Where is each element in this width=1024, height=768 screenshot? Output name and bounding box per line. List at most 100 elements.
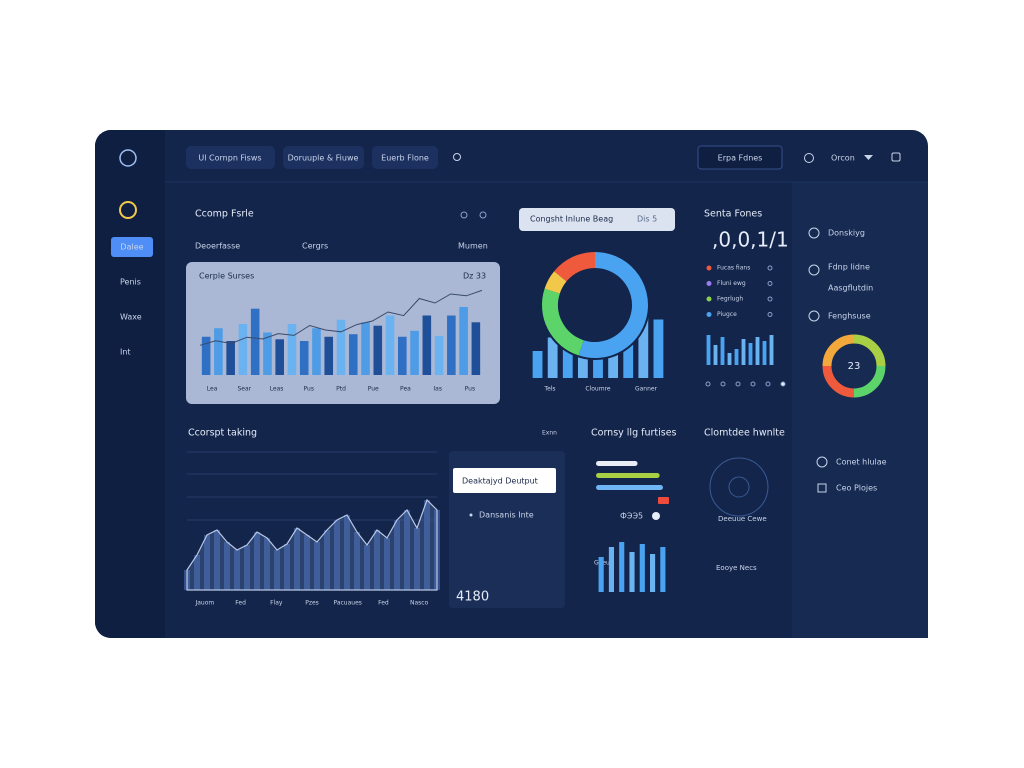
bar xyxy=(324,530,330,590)
bar xyxy=(459,307,468,375)
side-item[interactable]: Fdnp lidne xyxy=(828,263,870,272)
side-item[interactable]: Fenghsuse xyxy=(828,312,871,321)
axis-label: Lea xyxy=(207,386,218,393)
right-panel xyxy=(792,182,928,638)
filter[interactable]: Cergrs xyxy=(302,242,328,251)
axis-label: Leas xyxy=(270,386,284,393)
link[interactable]: Exnn xyxy=(542,430,557,437)
card-title: Clomtdee hwnlte xyxy=(704,428,785,439)
filter[interactable]: Deoerfasse xyxy=(195,242,240,251)
area xyxy=(186,498,438,591)
pager-dot xyxy=(780,381,786,387)
tab-label[interactable]: Doruuple & Fiuwe xyxy=(288,154,359,163)
bar xyxy=(373,325,383,375)
bar xyxy=(204,535,210,590)
feature-value: ФЭЭ5 xyxy=(620,512,643,521)
user[interactable]: Orcon xyxy=(831,154,855,163)
icon[interactable] xyxy=(479,211,487,219)
pager-dot xyxy=(750,381,756,387)
bar xyxy=(384,538,390,590)
bar xyxy=(748,343,753,365)
bar xyxy=(414,528,420,590)
tab[interactable] xyxy=(372,146,438,169)
bar xyxy=(304,535,310,590)
nav-item[interactable]: Penis xyxy=(120,278,141,287)
nav-active[interactable] xyxy=(111,237,153,257)
axis-label: Pue xyxy=(368,386,379,393)
output-button[interactable] xyxy=(453,468,556,493)
side-link[interactable]: Ceo Plojes xyxy=(836,484,877,493)
bar xyxy=(639,544,645,592)
bar xyxy=(623,322,634,378)
tab-label[interactable]: Euerb Flone xyxy=(381,154,429,163)
axis-label: Pea xyxy=(400,386,411,393)
axis-label: Sear xyxy=(238,386,252,393)
tab[interactable] xyxy=(283,146,364,169)
bar xyxy=(214,328,223,375)
icon[interactable] xyxy=(804,153,814,163)
bar xyxy=(706,335,711,365)
toggle[interactable] xyxy=(652,512,660,520)
bar xyxy=(471,322,481,375)
bar xyxy=(287,324,297,375)
icon[interactable] xyxy=(864,155,873,160)
output-button-label[interactable]: Deaktajyd Deutput xyxy=(462,477,538,486)
bar xyxy=(593,342,603,378)
donut-segment xyxy=(544,271,567,294)
bar xyxy=(720,337,725,365)
bar xyxy=(629,552,635,592)
nav-item[interactable]: Int xyxy=(120,348,131,357)
axis-label: Ganner xyxy=(635,386,658,393)
button[interactable] xyxy=(697,145,783,170)
legend-label: Fluni ewg xyxy=(717,280,746,287)
bar xyxy=(312,328,321,375)
icon[interactable] xyxy=(460,211,468,219)
donut-segment xyxy=(554,252,596,282)
bar xyxy=(284,544,290,590)
bar xyxy=(324,336,334,375)
output-item: Dansanis Inte xyxy=(479,511,534,520)
bar xyxy=(769,335,774,365)
big-number: ,0,0,1/1 xyxy=(712,228,789,252)
tab-label[interactable]: Ul Cornpn Fisws xyxy=(198,154,261,163)
icon xyxy=(808,310,820,322)
ring xyxy=(728,476,750,498)
axis-label: Cloumre xyxy=(585,386,611,393)
pager-dot xyxy=(735,381,741,387)
legend-dot xyxy=(706,312,712,317)
bar xyxy=(434,335,444,375)
gauge-label: 23 xyxy=(848,361,861,372)
legend-dot xyxy=(706,265,712,271)
side-link[interactable]: Conet hlulae xyxy=(836,458,887,467)
bar xyxy=(263,332,272,375)
axis-label: Pus xyxy=(465,386,475,393)
bar xyxy=(348,334,358,375)
bar xyxy=(547,337,558,378)
bar xyxy=(254,532,260,590)
side-item[interactable]: Donskiyg xyxy=(828,229,865,238)
bar xyxy=(224,542,230,590)
bar xyxy=(598,557,604,592)
tab[interactable] xyxy=(186,146,275,169)
filter[interactable]: Mumen xyxy=(458,242,488,251)
axis-label: Flay xyxy=(270,600,283,607)
card-title: Congsht Inlune Beag xyxy=(530,215,613,224)
side-item[interactable]: Aasgflutdin xyxy=(828,284,873,293)
bar xyxy=(562,328,573,378)
bar xyxy=(354,532,360,590)
pager-dot xyxy=(765,381,771,387)
bar xyxy=(385,315,395,375)
output-value: 4180 xyxy=(456,590,489,605)
nav-item[interactable]: Dalee xyxy=(120,243,143,252)
search[interactable] xyxy=(453,153,461,161)
icon[interactable] xyxy=(891,152,901,162)
bar xyxy=(201,336,211,375)
bar xyxy=(619,542,625,592)
bar xyxy=(336,319,346,375)
nav-item[interactable]: Waxe xyxy=(120,313,142,322)
bar xyxy=(532,351,543,378)
icon xyxy=(816,456,828,468)
button-label[interactable]: Erpa Fdnes xyxy=(718,154,763,163)
bar xyxy=(238,324,248,375)
